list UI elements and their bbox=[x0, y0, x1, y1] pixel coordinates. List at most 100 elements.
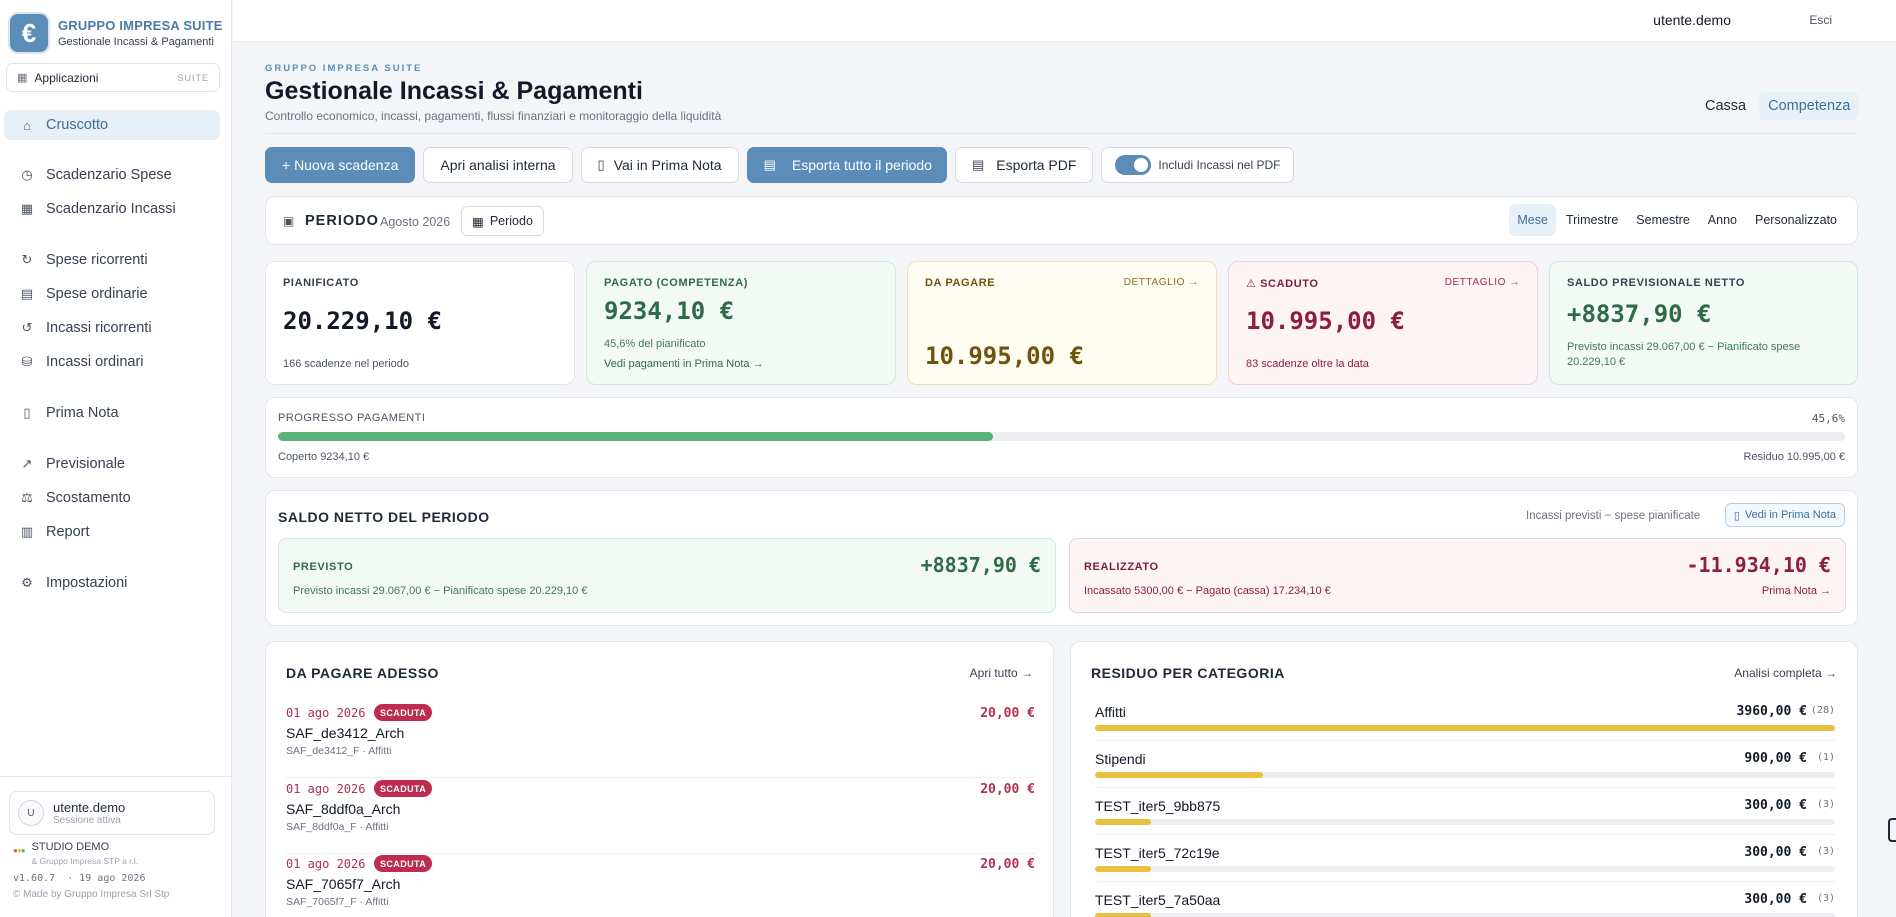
kpi-label: ⚠ SCADUTO bbox=[1246, 277, 1319, 290]
nav-incassi-ricorrenti[interactable]: ↺ Incassi ricorrenti bbox=[4, 313, 220, 343]
version-number: v1.60.7 bbox=[13, 873, 56, 884]
kpi-label: DA PAGARE bbox=[925, 277, 996, 289]
divider bbox=[1095, 740, 1835, 741]
home-icon: ⌂ bbox=[23, 117, 31, 133]
nav-prima-nota[interactable]: ▯ Prima Nota bbox=[4, 398, 220, 428]
progress-residual: Residuo 10.995,00 € bbox=[1743, 451, 1845, 463]
open-all-link[interactable]: Apri tutto → bbox=[969, 666, 1033, 680]
kpi-value: 10.995,00 € bbox=[925, 342, 1084, 370]
category-bar-fill bbox=[1095, 866, 1152, 872]
list-item[interactable]: 01 ago 2026 SCADUTA SAF_8ddf0a_Arch SAF_… bbox=[286, 780, 1035, 854]
nav-label: Scadenzario Spese bbox=[46, 167, 172, 183]
studio-dots-icon: ●●● bbox=[13, 846, 25, 855]
button-label: Periodo bbox=[489, 214, 533, 228]
full-analysis-link[interactable]: Analisi completa → bbox=[1734, 666, 1837, 680]
brand[interactable]: € GRUPPO IMPRESA SUITE Gestionale Incass… bbox=[10, 14, 223, 52]
box-detail: Previsto incassi 29.067,00 € − Pianifica… bbox=[293, 585, 588, 597]
period-label: PERIODO bbox=[305, 213, 379, 229]
category-row[interactable]: Stipendi 900,00 € (1) bbox=[1095, 751, 1835, 798]
user-card[interactable]: U utente.demo Sessione attiva bbox=[9, 791, 215, 835]
view-payments-link[interactable]: Vedi pagamenti in Prima Nota → bbox=[604, 358, 764, 370]
range-personalizzato[interactable]: Personalizzato bbox=[1755, 213, 1837, 227]
session-status: Sessione attiva bbox=[53, 815, 121, 826]
scale-icon: ⚖ bbox=[21, 490, 33, 505]
nav-scadenzario-incassi[interactable]: ▦ Scadenzario Incassi bbox=[4, 194, 220, 224]
nav-cruscotto[interactable]: ⌂ Cruscotto bbox=[4, 110, 220, 140]
period-picker-button[interactable]: ▦ Periodo bbox=[461, 206, 544, 236]
side-scroll-handle[interactable] bbox=[1888, 818, 1896, 842]
export-pdf-button[interactable]: ▤ Esporta PDF bbox=[954, 147, 1094, 183]
category-row[interactable]: TEST_iter5_9bb875 300,00 € (3) bbox=[1095, 798, 1835, 845]
alert-icon: ⚠ bbox=[1246, 278, 1261, 290]
nav-label: Spese ricorrenti bbox=[46, 252, 148, 268]
category-bar-track bbox=[1095, 819, 1835, 825]
document-icon: ▤ bbox=[971, 157, 985, 172]
logout-button[interactable]: Esci bbox=[1809, 13, 1832, 27]
topbar: utente.demo Esci bbox=[233, 0, 1896, 42]
box-detail: Incassato 5300,00 € − Pagato (cassa) 17.… bbox=[1084, 585, 1331, 597]
bar-chart-icon: ▥ bbox=[20, 524, 34, 539]
export-period-button[interactable]: ▤ Esporta tutto il periodo bbox=[746, 147, 947, 183]
nav-spese-ordinarie[interactable]: ▤ Spese ordinarie bbox=[4, 279, 220, 309]
view-prima-nota-link[interactable]: ▯ Vedi in Prima Nota bbox=[1724, 503, 1845, 527]
mode-competenza[interactable]: Competenza bbox=[1759, 92, 1860, 120]
category-bar-fill bbox=[1095, 725, 1835, 731]
kpi-label: PIANIFICATO bbox=[283, 277, 359, 289]
nav-scostamento[interactable]: ⚖ Scostamento bbox=[4, 483, 220, 513]
toggle-switch[interactable] bbox=[1115, 155, 1152, 175]
category-amount: 3960,00 € bbox=[1736, 704, 1807, 719]
book-icon: ▯ bbox=[597, 157, 605, 172]
prima-nota-link[interactable]: Prima Nota → bbox=[1761, 585, 1831, 597]
due-subtext: SAF_7065f7_F · Affitti bbox=[286, 896, 389, 908]
include-income-toggle[interactable]: Includi Incassi nel PDF bbox=[1101, 147, 1295, 183]
user-name: utente.demo bbox=[53, 800, 126, 815]
new-deadline-button[interactable]: + Nuova scadenza bbox=[265, 147, 416, 183]
category-row[interactable]: Affitti 3960,00 € (28) bbox=[1095, 704, 1835, 751]
nav-scadenzario-spese[interactable]: ◷ Scadenzario Spese bbox=[4, 160, 220, 190]
category-amount: 300,00 € bbox=[1744, 892, 1807, 907]
nav-label: Cruscotto bbox=[46, 117, 109, 133]
category-count: (3) bbox=[1816, 893, 1835, 904]
range-semestre[interactable]: Semestre bbox=[1636, 213, 1690, 227]
due-now-panel: DA PAGARE ADESSO Apri tutto → 01 ago 202… bbox=[265, 641, 1054, 917]
list-item[interactable]: 01 ago 2026 SCADUTA SAF_7065f7_Arch SAF_… bbox=[286, 855, 1035, 917]
category-bar-fill bbox=[1095, 913, 1152, 917]
category-row[interactable]: TEST_iter5_7a50aa 300,00 € (3) bbox=[1095, 892, 1835, 917]
nav-previsionale[interactable]: ↗ Previsionale bbox=[4, 449, 220, 479]
progress-title: PROGRESSO PAGAMENTI bbox=[278, 412, 426, 424]
due-date: 01 ago 2026 bbox=[286, 706, 366, 720]
applications-switcher[interactable]: ▦ Applicazioni SUITE bbox=[6, 63, 220, 92]
due-subtext: SAF_de3412_F · Affitti bbox=[286, 745, 392, 757]
sidebar-footer: U utente.demo Sessione attiva ●●● STUDIO… bbox=[0, 776, 232, 917]
kpi-detail-link[interactable]: DETTAGLIO → bbox=[1444, 277, 1520, 288]
category-row[interactable]: TEST_iter5_72c19e 300,00 € (3) bbox=[1095, 845, 1835, 892]
due-name: SAF_de3412_Arch bbox=[286, 725, 405, 741]
nav-impostazioni[interactable]: ⚙ Impostazioni bbox=[4, 568, 220, 598]
divider bbox=[1095, 787, 1835, 788]
expected-box: PREVISTO +8837,90 € Previsto incassi 29.… bbox=[278, 538, 1056, 613]
category-name: TEST_iter5_9bb875 bbox=[1095, 798, 1221, 814]
range-mese[interactable]: Mese bbox=[1509, 204, 1556, 236]
kpi-value: 9234,10 € bbox=[604, 297, 735, 325]
suite-tag: SUITE bbox=[177, 72, 209, 83]
range-anno[interactable]: Anno bbox=[1707, 213, 1737, 227]
mode-cassa[interactable]: Cassa bbox=[1705, 98, 1747, 114]
kpi-value: +8837,90 € bbox=[1567, 300, 1712, 328]
nav-spese-ricorrenti[interactable]: ↻ Spese ricorrenti bbox=[4, 245, 220, 275]
list-item[interactable]: 01 ago 2026 SCADUTA SAF_de3412_Arch SAF_… bbox=[286, 704, 1035, 778]
nav-label: Incassi ricorrenti bbox=[46, 320, 152, 336]
kpi-detail-link[interactable]: DETTAGLIO → bbox=[1123, 277, 1199, 288]
nav-report[interactable]: ▥ Report bbox=[4, 517, 220, 547]
divider bbox=[1095, 881, 1835, 882]
due-amount: 20,00 € bbox=[980, 782, 1035, 797]
go-prima-nota-button[interactable]: ▯ Vai in Prima Nota bbox=[580, 147, 739, 183]
applications-label: Applicazioni bbox=[34, 70, 99, 85]
category-amount: 300,00 € bbox=[1744, 845, 1807, 860]
studio-name: STUDIO DEMO bbox=[31, 841, 110, 853]
nav-incassi-ordinari[interactable]: ⛁ Incassi ordinari bbox=[4, 347, 220, 377]
open-analysis-button[interactable]: Apri analisi interna bbox=[423, 147, 573, 183]
due-date: 01 ago 2026 bbox=[286, 782, 366, 796]
range-trimestre[interactable]: Trimestre bbox=[1565, 213, 1619, 227]
topbar-user[interactable]: utente.demo bbox=[1653, 12, 1731, 28]
calendar-icon: ▦ bbox=[20, 201, 34, 216]
